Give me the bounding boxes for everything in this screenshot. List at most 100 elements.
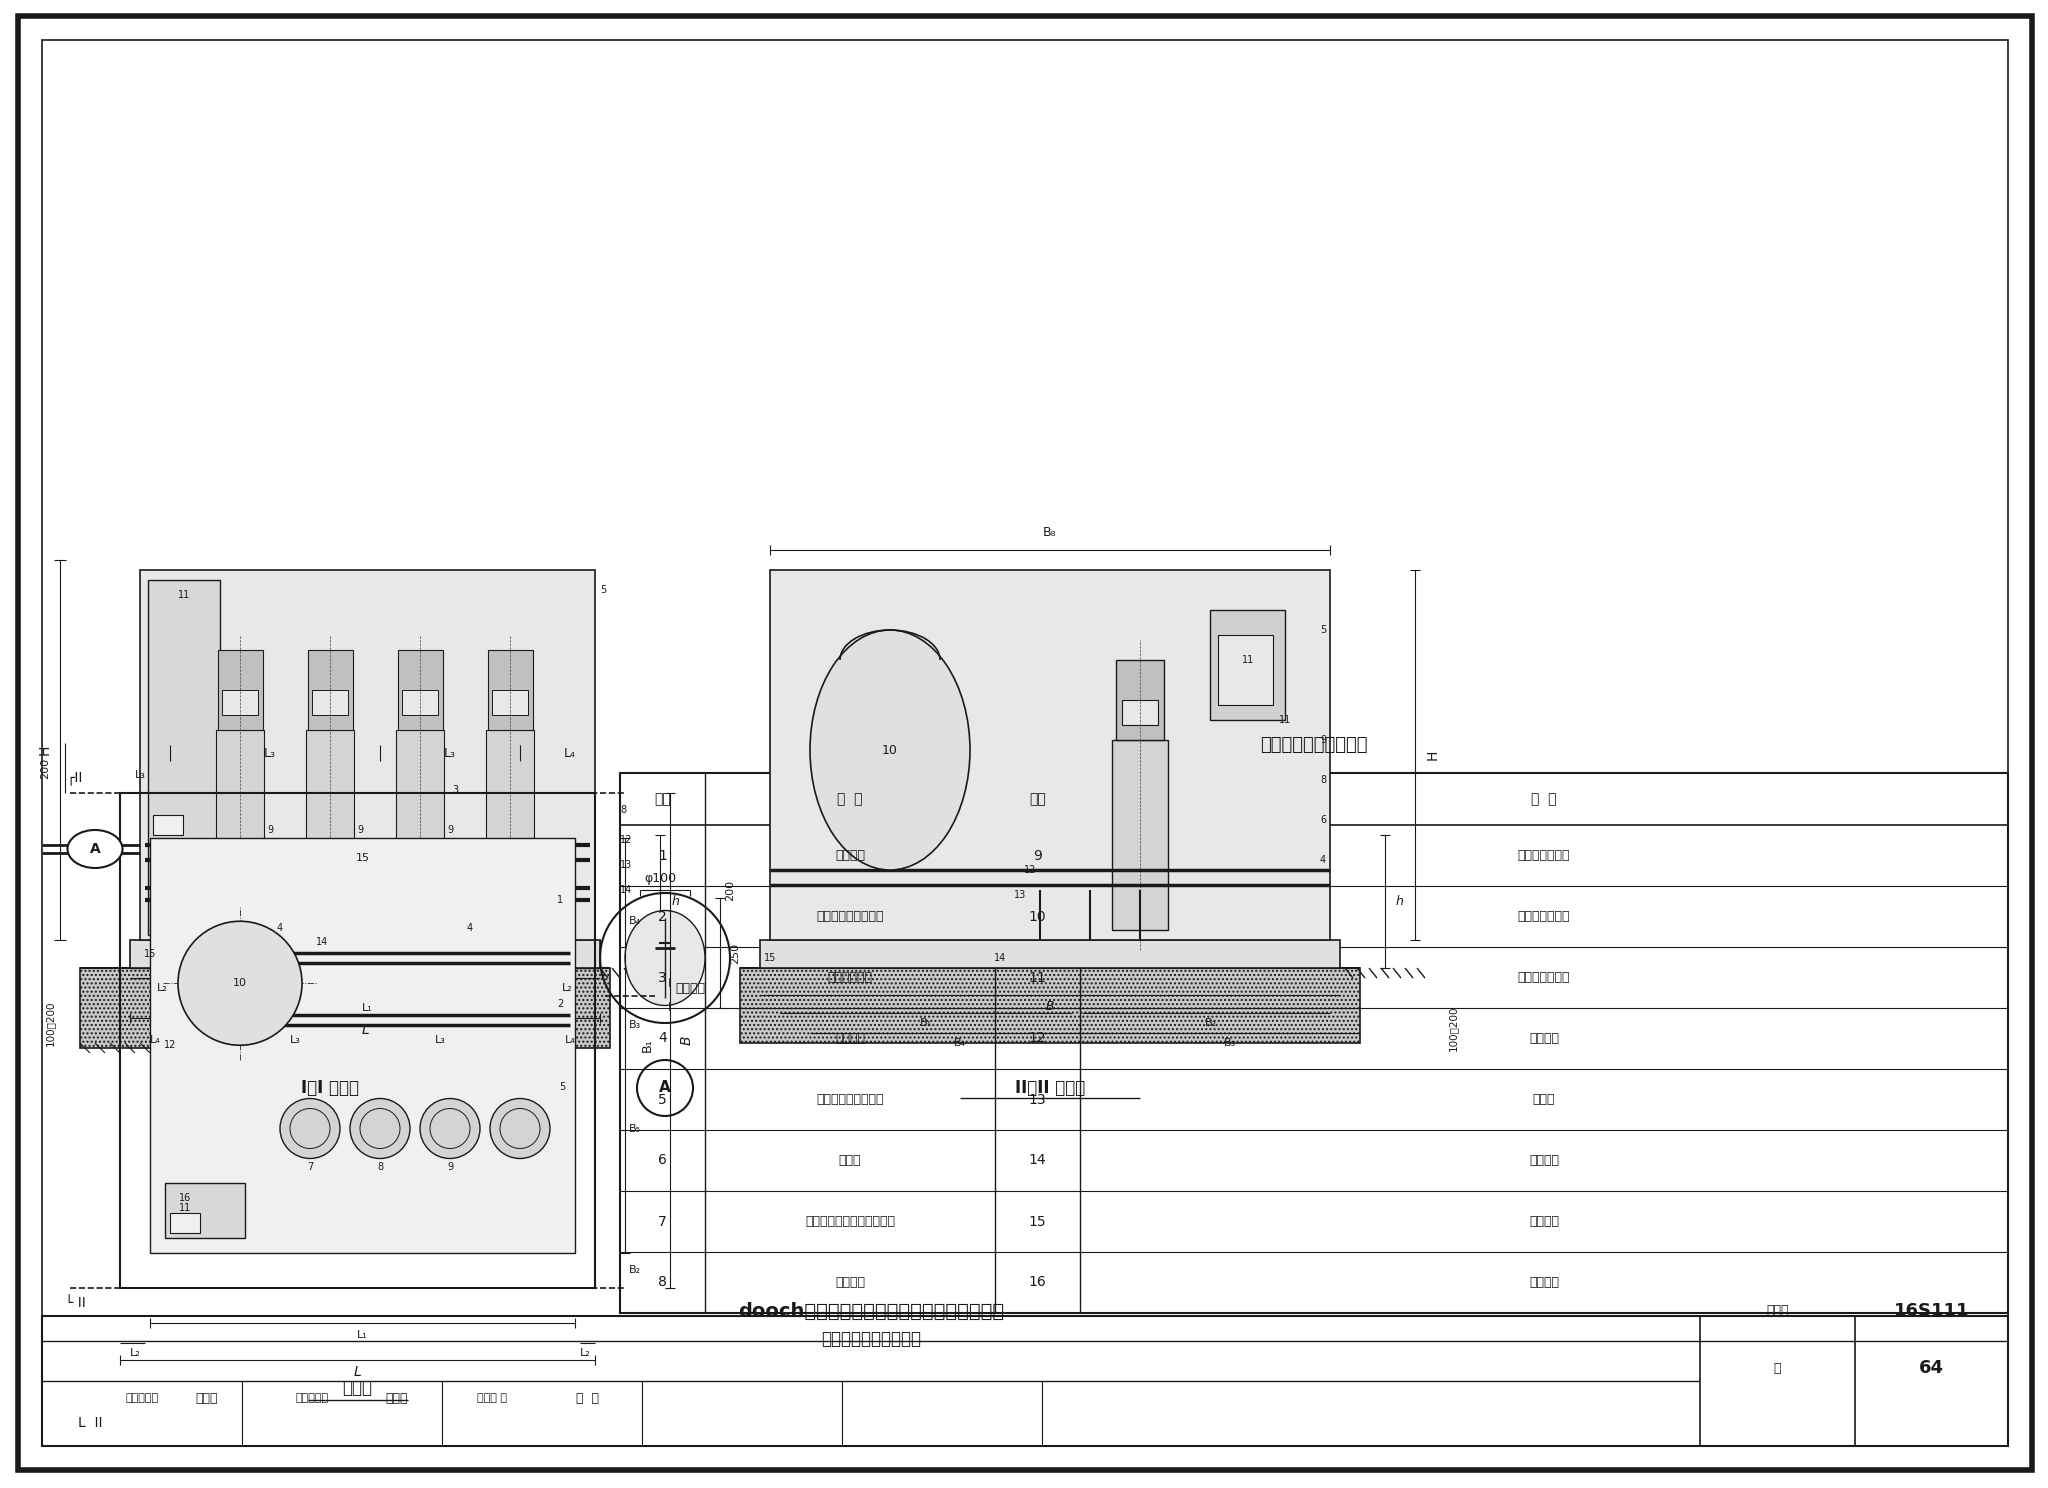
Bar xyxy=(1122,699,1157,725)
Polygon shape xyxy=(129,940,600,969)
Bar xyxy=(170,1213,201,1234)
Text: H: H xyxy=(1425,750,1440,760)
Text: B: B xyxy=(1047,1000,1055,1013)
Text: A: A xyxy=(659,1080,672,1095)
Text: L₃: L₃ xyxy=(444,747,457,759)
Text: L₃: L₃ xyxy=(289,1036,301,1045)
Text: 8: 8 xyxy=(377,1162,383,1171)
Text: 5: 5 xyxy=(1321,625,1327,635)
Bar xyxy=(150,838,575,1253)
Bar xyxy=(621,772,2007,1312)
Bar xyxy=(166,1183,246,1238)
Text: 编号: 编号 xyxy=(653,792,672,806)
Text: 250: 250 xyxy=(729,942,739,964)
Text: B₃: B₃ xyxy=(629,1019,641,1030)
Text: φ100: φ100 xyxy=(643,872,676,884)
Text: I－I 剖视图: I－I 剖视图 xyxy=(301,1079,358,1097)
Text: 100～200: 100～200 xyxy=(45,1000,55,1046)
Text: 15: 15 xyxy=(356,853,369,863)
Text: 14: 14 xyxy=(993,952,1006,963)
Bar xyxy=(770,570,1329,940)
Bar xyxy=(215,731,264,930)
Text: 10: 10 xyxy=(233,978,248,988)
Text: 地脚螺栓: 地脚螺栓 xyxy=(1530,1155,1559,1167)
Text: 胶囊式气压水罐: 胶囊式气压水罐 xyxy=(1518,911,1571,923)
Text: L: L xyxy=(354,1364,360,1379)
Bar xyxy=(307,650,352,731)
Text: L: L xyxy=(360,1024,369,1037)
Text: 5: 5 xyxy=(559,1082,565,1092)
Text: 1: 1 xyxy=(657,848,668,863)
Text: 自动控制触摸屏: 自动控制触摸屏 xyxy=(1518,972,1571,984)
Ellipse shape xyxy=(625,911,705,1006)
Text: 4: 4 xyxy=(467,923,473,933)
Text: 100～200: 100～200 xyxy=(1448,1006,1458,1051)
Text: 64: 64 xyxy=(1919,1359,1944,1376)
Text: 9: 9 xyxy=(1032,848,1042,863)
Bar xyxy=(139,570,596,940)
Bar xyxy=(401,690,438,716)
Text: 11: 11 xyxy=(178,1202,190,1213)
Text: 设备基础: 设备基础 xyxy=(1530,1216,1559,1228)
Text: B₃: B₃ xyxy=(1225,1039,1237,1048)
Text: 数字集成变频控制器: 数字集成变频控制器 xyxy=(817,1094,885,1106)
Circle shape xyxy=(178,921,301,1045)
Text: 平面图: 平面图 xyxy=(342,1379,373,1397)
Bar xyxy=(760,940,1339,969)
Bar xyxy=(309,930,350,945)
Text: 吴以林: 吴以林 xyxy=(385,1391,408,1405)
Circle shape xyxy=(489,1098,551,1159)
Text: I: I xyxy=(668,978,672,990)
Text: B₂: B₂ xyxy=(1204,1018,1217,1028)
Text: B₁: B₁ xyxy=(641,1039,653,1052)
Bar xyxy=(485,731,535,930)
Bar xyxy=(305,731,354,930)
Text: 名  称: 名 称 xyxy=(1532,792,1556,806)
Text: 11: 11 xyxy=(1278,716,1290,725)
Text: （三用一备立式泵组）: （三用一备立式泵组） xyxy=(821,1330,922,1348)
Text: 9: 9 xyxy=(1321,735,1327,745)
Bar xyxy=(739,969,1360,1043)
Text: 11: 11 xyxy=(1241,655,1253,665)
Text: 12: 12 xyxy=(621,835,633,845)
Circle shape xyxy=(281,1098,340,1159)
Bar xyxy=(311,690,348,716)
Text: 审核罗定元: 审核罗定元 xyxy=(125,1393,158,1403)
Text: 15: 15 xyxy=(1028,1214,1047,1229)
Text: 2: 2 xyxy=(657,909,668,924)
Text: L₂: L₂ xyxy=(580,1348,590,1359)
Text: 8: 8 xyxy=(657,1275,668,1290)
Circle shape xyxy=(420,1098,479,1159)
Text: 1: 1 xyxy=(557,896,563,905)
Text: L₃: L₃ xyxy=(264,747,276,759)
Bar xyxy=(80,969,610,1048)
Text: B₈: B₈ xyxy=(1042,525,1057,539)
Text: I: I xyxy=(668,1001,672,1015)
Text: 吸水管阀门（球阀）: 吸水管阀门（球阀） xyxy=(817,911,885,923)
Text: B₅: B₅ xyxy=(629,1123,641,1134)
Text: B₁: B₁ xyxy=(920,1018,932,1028)
Bar xyxy=(1116,661,1163,740)
Bar xyxy=(221,690,258,716)
Text: 设计吴 敏: 设计吴 敏 xyxy=(477,1393,508,1403)
Ellipse shape xyxy=(811,629,971,870)
Text: 立式多级水泵: 立式多级水泵 xyxy=(827,972,872,984)
Text: 6: 6 xyxy=(1321,815,1327,824)
Bar xyxy=(487,650,532,731)
Text: 13: 13 xyxy=(621,860,633,870)
Text: 12: 12 xyxy=(164,1040,176,1051)
Text: 12: 12 xyxy=(1024,865,1036,875)
Text: 3: 3 xyxy=(453,786,459,795)
Text: 14: 14 xyxy=(621,885,633,894)
Text: L  II: L II xyxy=(78,1417,102,1430)
Text: 15: 15 xyxy=(143,949,156,958)
Text: 图集号: 图集号 xyxy=(1765,1305,1788,1317)
Text: 11: 11 xyxy=(1028,970,1047,985)
Text: 15: 15 xyxy=(764,952,776,963)
Text: 4: 4 xyxy=(657,1031,668,1046)
Text: 减振器: 减振器 xyxy=(1532,1094,1554,1106)
Bar xyxy=(147,580,219,934)
Text: 16: 16 xyxy=(178,1193,190,1202)
Text: 罗定之: 罗定之 xyxy=(197,1391,219,1405)
Text: h: h xyxy=(1397,894,1405,908)
